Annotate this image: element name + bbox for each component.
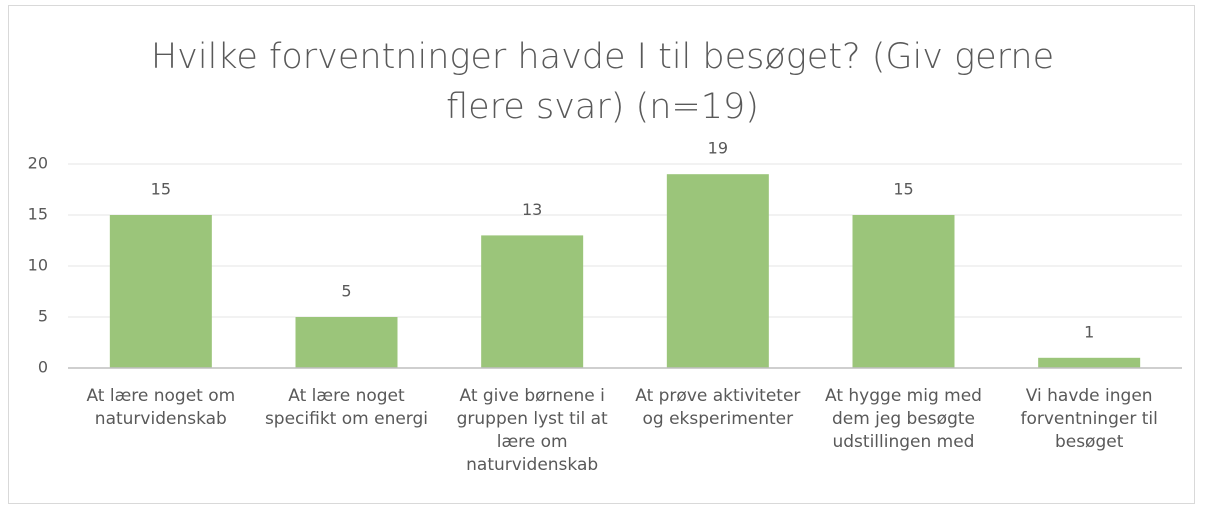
data-label: 19 (708, 139, 728, 158)
x-tick-label: At lære noget specifikt om energi (264, 386, 429, 429)
data-label: 15 (151, 180, 171, 199)
data-label: 13 (522, 200, 542, 219)
y-tick-label: 10 (28, 256, 48, 275)
bar (666, 174, 769, 368)
data-label: 1 (1084, 322, 1094, 341)
x-tick-label: At give børnene i gruppen lyst til at læ… (456, 386, 608, 475)
bar (295, 317, 398, 368)
bar (852, 215, 955, 368)
y-tick-label: 5 (38, 307, 48, 326)
y-tick-label: 15 (28, 205, 48, 224)
data-label: 5 (341, 282, 351, 301)
x-tick-label: At lære noget om naturvidenskab (86, 386, 236, 429)
bar (109, 215, 212, 368)
data-label: 15 (893, 180, 913, 199)
x-tick-label: At prøve aktiviteter og eksperimenter (635, 386, 801, 429)
y-tick-label: 20 (28, 154, 48, 173)
bar (1038, 357, 1141, 368)
y-tick-label: 0 (38, 358, 48, 377)
chart-title: Hvilke forventninger havde I til besøget… (150, 37, 1055, 127)
x-tick-label: Vi havde ingen forventninger til besøget (1020, 386, 1158, 452)
bar (481, 235, 584, 368)
chart-frame (8, 5, 1195, 504)
x-tick-label: At hygge mig med dem jeg besøgte udstill… (825, 386, 982, 452)
